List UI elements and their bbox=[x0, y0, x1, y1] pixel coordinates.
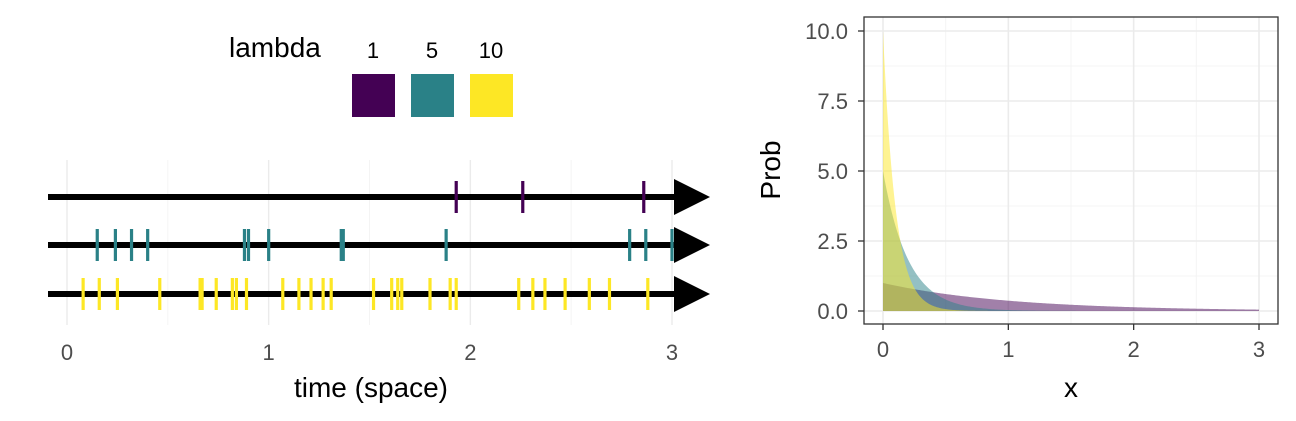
legend-swatch-1 bbox=[352, 74, 395, 117]
timeline-x-tick-label: 2 bbox=[464, 340, 476, 365]
density-y-tick-label: 0.0 bbox=[817, 299, 848, 324]
density-area-chart: 0.0 2.5 5.0 7.5 10.0 0 1 2 3 x Prob bbox=[755, 16, 1279, 403]
legend-swatch-5 bbox=[411, 74, 454, 117]
legend-label-5: 5 bbox=[426, 38, 438, 63]
timeline-x-tick-label: 1 bbox=[263, 340, 275, 365]
density-x-tick-label: 1 bbox=[1002, 337, 1014, 362]
lambda-legend: lambda 1 5 10 bbox=[229, 32, 513, 117]
timeline-x-tick-labels: 0 1 2 3 bbox=[61, 340, 678, 365]
density-gridlines bbox=[864, 17, 1278, 324]
legend-swatch-10 bbox=[470, 74, 513, 117]
density-y-tick-label: 10.0 bbox=[805, 19, 848, 44]
density-x-tick-label: 2 bbox=[1128, 337, 1140, 362]
density-areas bbox=[883, 31, 1259, 311]
density-x-axis-title: x bbox=[1064, 372, 1078, 403]
timeline-row-lambda-5 bbox=[48, 227, 710, 263]
density-y-tick-label: 2.5 bbox=[817, 229, 848, 254]
timeline-x-tick-label: 3 bbox=[666, 340, 678, 365]
timeline-row-lambda-10 bbox=[48, 276, 710, 312]
timeline-row-lambda-1 bbox=[48, 179, 710, 215]
density-x-tick-label: 3 bbox=[1253, 337, 1265, 362]
timeline-x-tick-label: 0 bbox=[61, 340, 73, 365]
timeline-x-axis-title: time (space) bbox=[294, 372, 448, 403]
legend-label-1: 1 bbox=[367, 38, 379, 63]
density-x-tick-label: 0 bbox=[877, 337, 889, 362]
density-area-lambda-1 bbox=[883, 283, 1259, 311]
legend-title: lambda bbox=[229, 32, 321, 63]
legend-label-10: 10 bbox=[479, 38, 503, 63]
density-y-tick-labels: 0.0 2.5 5.0 7.5 10.0 bbox=[805, 19, 864, 324]
density-y-tick-label: 5.0 bbox=[817, 159, 848, 184]
density-area-lambda-5 bbox=[883, 171, 1259, 311]
timeline-rows bbox=[48, 179, 710, 312]
density-x-tick-labels: 0 1 2 3 bbox=[877, 324, 1265, 362]
density-y-tick-label: 7.5 bbox=[817, 89, 848, 114]
event-timeline-chart: lambda 1 5 10 0 1 2 3 time (space) bbox=[48, 32, 710, 403]
density-y-axis-title: Prob bbox=[755, 140, 786, 199]
